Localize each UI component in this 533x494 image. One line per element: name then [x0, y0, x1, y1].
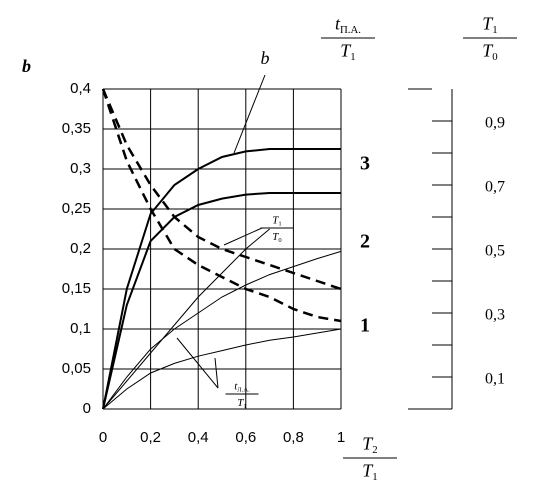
- x-tick-label: 0,8: [283, 429, 304, 446]
- leader-line: [223, 227, 263, 246]
- fraction-symbol: T: [482, 41, 494, 61]
- fraction-symbol: T: [362, 434, 374, 454]
- fraction-part: T1: [362, 461, 377, 484]
- curve: [102, 328, 342, 410]
- fraction-symbol: T: [362, 461, 374, 481]
- y-tick-label: 0,25: [62, 200, 91, 217]
- fraction-part: tП.А.: [335, 14, 361, 37]
- leader-line: [214, 357, 219, 389]
- fraction: tЛ.А. T1: [225, 380, 259, 410]
- fraction-symbol: T: [272, 230, 279, 242]
- y-tick-label: 0,05: [62, 360, 91, 377]
- leader-line: [233, 74, 266, 154]
- case-label: 1: [360, 315, 370, 337]
- fraction-part: T0: [482, 41, 497, 64]
- fraction-part: tЛ.А.: [234, 380, 250, 393]
- curve: [102, 148, 341, 410]
- fraction-part: T1: [272, 214, 281, 227]
- curve-label: b: [261, 48, 270, 68]
- y-tick-label: 0,15: [62, 280, 91, 297]
- fraction-symbol: t: [335, 14, 341, 34]
- curve: [102, 192, 341, 410]
- fraction-symbol: T: [237, 396, 244, 408]
- fraction-subscript: 0: [492, 51, 497, 63]
- fraction-subscript: Л.А.: [237, 386, 250, 393]
- y2-tick-label: 0,9: [485, 115, 505, 132]
- fraction-subscript: П.А.: [340, 24, 361, 36]
- leader-line: [176, 337, 219, 389]
- y-tick-label: 0,2: [70, 240, 91, 257]
- fraction-subscript: 1: [492, 24, 497, 36]
- x-tick-label: 0,4: [188, 429, 209, 446]
- curve: [101, 88, 342, 323]
- case-label: 2: [360, 231, 370, 253]
- fraction-symbol: T: [482, 14, 494, 34]
- y-tick-label: 0,1: [70, 320, 91, 337]
- fraction-subscript: 1: [243, 403, 246, 410]
- curve: [102, 250, 342, 410]
- x-tick-label: 0: [99, 429, 107, 446]
- fraction-part: T2: [362, 434, 377, 457]
- fraction-part: T1: [237, 396, 246, 409]
- y2-tick-label: 0,5: [485, 243, 505, 260]
- y-tick-label: 0,4: [70, 80, 91, 97]
- fraction-subscript: 1: [278, 220, 281, 227]
- curve: [102, 228, 270, 410]
- y2-tick-label: 0,7: [485, 179, 505, 196]
- fraction-subscript: 2: [372, 444, 377, 456]
- fraction-symbol: T: [272, 214, 279, 226]
- fraction: tП.А. T1: [321, 14, 375, 64]
- fraction-part: T1: [340, 41, 355, 64]
- x-tick-label: 0,6: [235, 429, 256, 446]
- fraction-subscript: 1: [372, 471, 377, 483]
- fraction-part: T1: [482, 14, 497, 37]
- fraction-symbol: T: [340, 41, 352, 61]
- curve: [101, 88, 342, 291]
- fraction-symbol: t: [234, 380, 238, 392]
- y-axis-label: b: [22, 56, 31, 76]
- y-tick-label: 0,3: [70, 160, 91, 177]
- case-label: 3: [360, 153, 370, 175]
- y-tick-label: 0,35: [62, 120, 91, 137]
- fraction-subscript: 1: [350, 51, 355, 63]
- y-tick-label: 0: [83, 400, 91, 417]
- y2-tick-label: 0,3: [485, 307, 505, 324]
- x-tick-label: 0,2: [140, 429, 161, 446]
- fraction-part: T0: [272, 230, 282, 243]
- y2-tick-label: 0,1: [485, 371, 505, 388]
- x-tick-label: 1: [337, 429, 345, 446]
- fraction-subscript: 0: [278, 237, 282, 244]
